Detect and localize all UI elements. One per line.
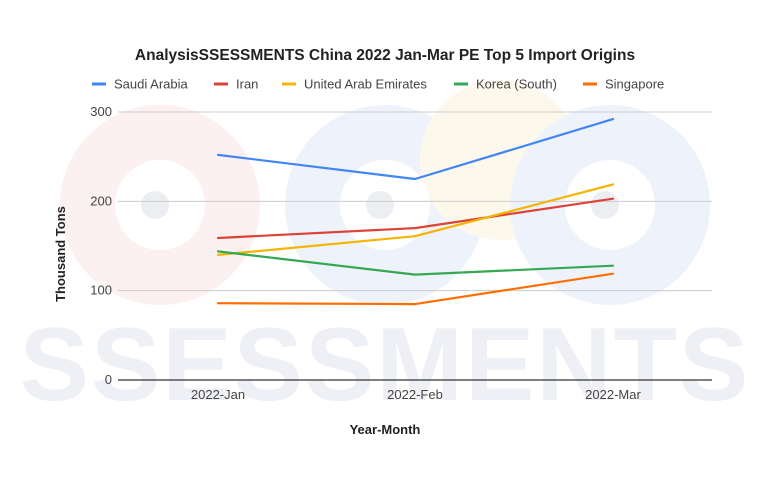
series-line-iran xyxy=(216,197,615,240)
y-tick-label: 200 xyxy=(90,193,112,208)
x-tick-label: 2022-Mar xyxy=(585,387,641,402)
x-tick-label: 2022-Feb xyxy=(387,387,443,402)
x-tick-label: 2022-Jan xyxy=(191,387,245,402)
chart-title: AnalysisSSESSMENTS China 2022 Jan-Mar PE… xyxy=(135,47,635,64)
y-tick-label: 0 xyxy=(105,372,112,387)
series-line-singapore xyxy=(216,272,615,306)
y-tick-label: 300 xyxy=(90,104,112,119)
y-tick-label: 100 xyxy=(90,283,112,298)
legend-label: Korea (South) xyxy=(476,77,557,92)
legend-label: Saudi Arabia xyxy=(114,77,188,92)
x-axis-label: Year-Month xyxy=(350,422,421,437)
series-lines xyxy=(216,117,615,306)
series-line-united-arab-emirates xyxy=(216,183,615,256)
x-axis-ticks: 2022-Jan 2022-Feb 2022-Mar xyxy=(191,387,642,402)
y-axis-label: Thousand Tons xyxy=(53,206,68,302)
watermark-logo: SSESSMENTS xyxy=(20,80,751,423)
series-line-saudi-arabia xyxy=(216,117,615,181)
grid-lines xyxy=(118,111,712,381)
chart-legend: Saudi Arabia Iran United Arab Emirates Kore… xyxy=(92,77,664,92)
watermark-text: SSESSMENTS xyxy=(20,307,751,423)
legend-label: United Arab Emirates xyxy=(304,77,427,92)
series-line-korea-south xyxy=(216,250,615,276)
y-axis-ticks: 0 100 200 300 xyxy=(90,104,112,387)
legend-label: Iran xyxy=(236,77,258,92)
legend-label: Singapore xyxy=(605,77,664,92)
